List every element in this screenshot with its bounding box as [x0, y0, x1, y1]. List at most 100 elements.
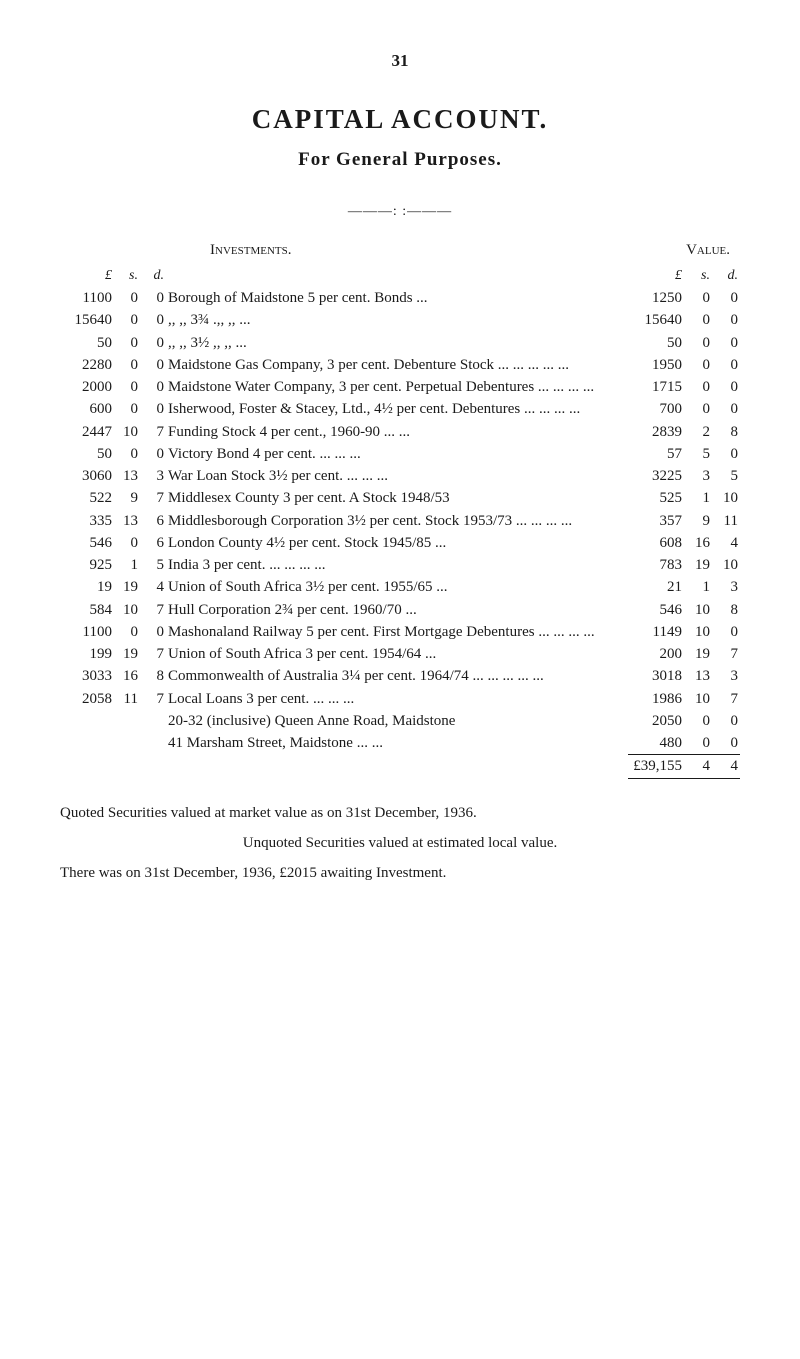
cost-pence: 0 [140, 398, 166, 420]
cost-pounds: 2280 [60, 354, 114, 376]
description: ,, ,, 3¾ .,, ,, ... [166, 309, 628, 331]
cost-shillings: 0 [114, 287, 140, 309]
total-shillings: 4 [684, 755, 712, 778]
value-pounds: 57 [628, 443, 684, 465]
cost-pence: 6 [140, 510, 166, 532]
value-pounds: 21 [628, 576, 684, 598]
value-pence: 0 [712, 354, 740, 376]
value-pounds: 50 [628, 332, 684, 354]
value-pounds: 608 [628, 532, 684, 554]
cost-shillings: 1 [114, 554, 140, 576]
cost-pounds: 522 [60, 487, 114, 509]
cost-pence: 0 [140, 332, 166, 354]
cost-pence: 7 [140, 421, 166, 443]
cost-pence [140, 732, 166, 755]
value-shillings: 2 [684, 421, 712, 443]
table-row: 5000 ,, ,, 3½ ,, ,, ...5000 [60, 332, 740, 354]
cost-pounds: 50 [60, 332, 114, 354]
description: Commonwealth of Australia 3¼ per cent. 1… [166, 665, 628, 687]
cost-pence: 8 [140, 665, 166, 687]
value-pence: 8 [712, 599, 740, 621]
cost-pounds: 3033 [60, 665, 114, 687]
table-row: 41 Marsham Street, Maidstone ... ...4800… [60, 732, 740, 755]
value-pence: 0 [712, 398, 740, 420]
value-pounds: 3225 [628, 465, 684, 487]
footnote-1: Quoted Securities valued at market value… [60, 803, 740, 823]
cost-pounds: 2058 [60, 688, 114, 710]
cost-shillings: 0 [114, 354, 140, 376]
cost-shillings: 0 [114, 398, 140, 420]
cost-shillings: 10 [114, 599, 140, 621]
cost-shillings: 9 [114, 487, 140, 509]
cost-pence: 0 [140, 354, 166, 376]
value-shillings: 3 [684, 465, 712, 487]
cost-shillings [114, 732, 140, 755]
description: ,, ,, 3½ ,, ,, ... [166, 332, 628, 354]
value-pence: 11 [712, 510, 740, 532]
table-row: 199197Union of South Africa 3 per cent. … [60, 643, 740, 665]
value-pence: 5 [712, 465, 740, 487]
cost-shillings: 0 [114, 309, 140, 331]
description: 41 Marsham Street, Maidstone ... ... [166, 732, 628, 755]
value-pence: 10 [712, 487, 740, 509]
cost-pounds: 199 [60, 643, 114, 665]
table-row: 110000Borough of Maidstone 5 per cent. B… [60, 287, 740, 309]
value-pounds: 200 [628, 643, 684, 665]
value-shillings: 0 [684, 309, 712, 331]
table-row: 52297Middlesex County 3 per cent. A Stoc… [60, 487, 740, 509]
table-row: 1564000 ,, ,, 3¾ .,, ,, ...1564000 [60, 309, 740, 331]
page-title: CAPITAL ACCOUNT. [60, 101, 740, 137]
cost-shillings: 0 [114, 621, 140, 643]
value-pounds: 546 [628, 599, 684, 621]
value-pence: 0 [712, 732, 740, 755]
cost-shillings: 0 [114, 532, 140, 554]
heading-value: Value. [686, 240, 730, 260]
value-pounds: 480 [628, 732, 684, 755]
table-row: 60000Isherwood, Foster & Stacey, Ltd., 4… [60, 398, 740, 420]
value-pounds: 2050 [628, 710, 684, 732]
value-pence: 0 [712, 710, 740, 732]
table-row: 2447107Funding Stock 4 per cent., 1960-9… [60, 421, 740, 443]
value-pence: 0 [712, 287, 740, 309]
total-pounds: £39,155 [628, 755, 684, 778]
cost-pence: 0 [140, 621, 166, 643]
table-row: 19194Union of South Africa 3½ per cent. … [60, 576, 740, 598]
cost-pence: 7 [140, 643, 166, 665]
cost-pounds [60, 732, 114, 755]
value-shillings: 0 [684, 732, 712, 755]
value-shillings: 1 [684, 487, 712, 509]
description: Hull Corporation 2¾ per cent. 1960/70 ..… [166, 599, 628, 621]
cost-pence: 4 [140, 576, 166, 598]
footnote-2: Unquoted Securities valued at estimated … [60, 833, 740, 853]
description: Borough of Maidstone 5 per cent. Bonds .… [166, 287, 628, 309]
value-shillings: 13 [684, 665, 712, 687]
value-pence: 3 [712, 576, 740, 598]
cost-shillings: 13 [114, 465, 140, 487]
cost-pounds: 584 [60, 599, 114, 621]
value-shillings: 16 [684, 532, 712, 554]
unit-row: £ s. d. £ s. d. [60, 266, 740, 287]
value-pence: 4 [712, 532, 740, 554]
description: Maidstone Gas Company, 3 per cent. Deben… [166, 354, 628, 376]
total-pence: 4 [712, 755, 740, 778]
value-pence: 10 [712, 554, 740, 576]
cost-pence: 3 [140, 465, 166, 487]
description: Mashonaland Railway 5 per cent. First Mo… [166, 621, 628, 643]
unit-pounds-left: £ [60, 266, 114, 287]
footnotes: Quoted Securities valued at market value… [60, 803, 740, 884]
cost-pounds: 546 [60, 532, 114, 554]
description: London County 4½ per cent. Stock 1945/85… [166, 532, 628, 554]
page-subtitle: For General Purposes. [60, 147, 740, 173]
cost-pence: 0 [140, 309, 166, 331]
cost-shillings: 16 [114, 665, 140, 687]
cost-pence: 7 [140, 688, 166, 710]
value-pence: 0 [712, 309, 740, 331]
value-pounds: 783 [628, 554, 684, 576]
value-shillings: 5 [684, 443, 712, 465]
value-pence: 3 [712, 665, 740, 687]
unit-shillings-left: s. [114, 266, 140, 287]
description: Middlesex County 3 per cent. A Stock 194… [166, 487, 628, 509]
value-pence: 8 [712, 421, 740, 443]
description: India 3 per cent. ... ... ... ... [166, 554, 628, 576]
table-row: 584107Hull Corporation 2¾ per cent. 1960… [60, 599, 740, 621]
